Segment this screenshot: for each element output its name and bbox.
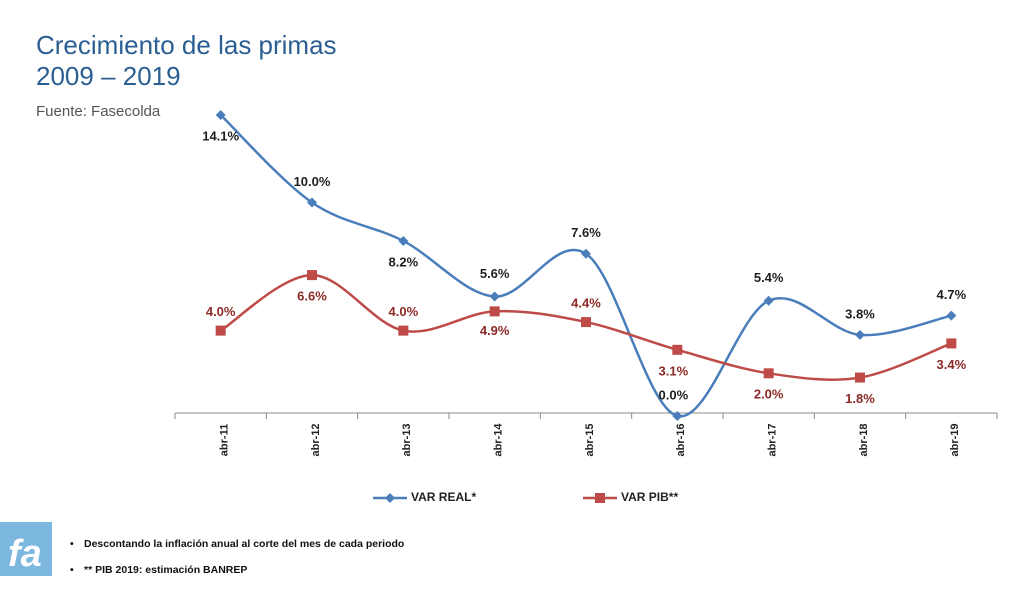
svg-text:fa: fa <box>8 533 42 575</box>
data-point-var-real-abr-17 <box>763 295 774 306</box>
legend-marker-var-pib <box>595 493 605 503</box>
x-tick-label-abr-19: abr-19 <box>949 423 961 456</box>
data-label-var-pib-abr-12: 6.6% <box>297 289 327 304</box>
footnote-2-text: ** PIB 2019: estimación BANREP <box>84 564 248 576</box>
line-chart: abr-11 abr-12 abr-13 abr-14 abr-15 abr-16 abr-… <box>174 110 998 504</box>
data-point-var-pib-abr-15 <box>581 317 591 328</box>
data-point-var-pib-abr-14 <box>489 306 500 317</box>
chart-title-line1: Crecimiento de las primas <box>36 30 337 60</box>
x-tick-label-abr-15: abr-15 <box>584 423 596 456</box>
footnote-2: • ** PIB 2019: estimación BANREP <box>70 564 404 576</box>
data-point-var-pib-abr-18 <box>855 372 865 383</box>
data-label-var-real-abr-15: 7.6% <box>571 225 601 240</box>
x-tick-label-abr-18: abr-18 <box>858 423 870 456</box>
data-label-var-pib-abr-14: 4.9% <box>480 323 510 338</box>
data-label-var-pib-abr-18: 1.8% <box>845 391 875 406</box>
legend-label-var-real: VAR REAL* <box>411 490 476 504</box>
fasecolda-logo-icon: fa <box>8 533 42 575</box>
footnote-1: • Descontando la inflación anual al cort… <box>70 538 404 550</box>
x-tick-label-abr-13: abr-13 <box>401 423 413 456</box>
chart-title: Crecimiento de las primas 2009 – 2019 <box>36 30 337 92</box>
x-tick-label-abr-12: abr-12 <box>310 423 322 456</box>
data-label-var-pib-abr-19: 3.4% <box>937 357 967 372</box>
data-point-var-pib-abr-19 <box>946 338 957 349</box>
data-label-var-real-abr-17: 5.4% <box>754 270 784 285</box>
data-point-var-real-abr-15 <box>581 248 591 259</box>
data-point-var-pib-abr-11 <box>215 325 226 336</box>
chart-title-line2: 2009 – 2019 <box>36 61 181 91</box>
data-label-var-real-abr-14: 5.6% <box>480 266 510 281</box>
footnote-1-text: Descontando la inflación anual al corte … <box>84 538 405 550</box>
data-label-var-pib-abr-15: 4.4% <box>571 296 601 311</box>
data-label-var-pib-abr-17: 2.0% <box>754 387 784 402</box>
data-point-var-pib-abr-17 <box>763 368 774 379</box>
data-label-var-pib-abr-11: 4.0% <box>206 304 236 319</box>
fasecolda-logo: fa <box>0 522 52 576</box>
data-label-var-real-abr-16: 0.0% <box>659 387 689 402</box>
data-label-var-real-abr-13: 8.2% <box>389 254 419 269</box>
data-point-var-real-abr-14 <box>489 291 500 302</box>
data-point-var-real-abr-11 <box>215 110 226 120</box>
data-point-var-pib-abr-16 <box>672 344 683 355</box>
data-label-var-real-abr-12: 10.0% <box>294 174 331 189</box>
x-tick-label-abr-14: abr-14 <box>493 423 505 457</box>
bullet-icon: • <box>70 538 74 550</box>
data-label-var-pib-abr-16: 3.1% <box>659 363 689 378</box>
data-label-var-pib-abr-13: 4.0% <box>389 304 419 319</box>
data-point-var-real-abr-16 <box>672 411 683 421</box>
legend-label-var-pib: VAR PIB** <box>621 490 678 504</box>
series-line-var-real <box>219 114 952 418</box>
source-label: Fuente: Fasecolda <box>36 103 161 120</box>
data-label-var-real-abr-19: 4.7% <box>937 287 967 302</box>
x-tick-label-abr-11: abr-11 <box>219 424 231 456</box>
data-point-var-pib-abr-12 <box>307 270 317 281</box>
data-point-var-pib-abr-13 <box>398 325 409 336</box>
data-point-var-real-abr-12 <box>307 197 317 208</box>
data-label-var-real-abr-18: 3.8% <box>845 306 875 321</box>
data-point-var-real-abr-18 <box>855 329 865 340</box>
series-line-var-pib <box>219 273 952 381</box>
footnotes: • Descontando la inflación anual al cort… <box>70 538 404 590</box>
data-label-var-real-abr-11: 14.1% <box>202 128 239 143</box>
x-tick-label-abr-17: abr-17 <box>767 423 779 456</box>
bullet-icon: • <box>70 564 74 576</box>
data-point-var-real-abr-19 <box>946 310 957 321</box>
x-tick-label-abr-16: abr-16 <box>675 423 687 456</box>
data-point-var-real-abr-13 <box>398 235 409 246</box>
legend-marker-var-real <box>385 493 395 503</box>
